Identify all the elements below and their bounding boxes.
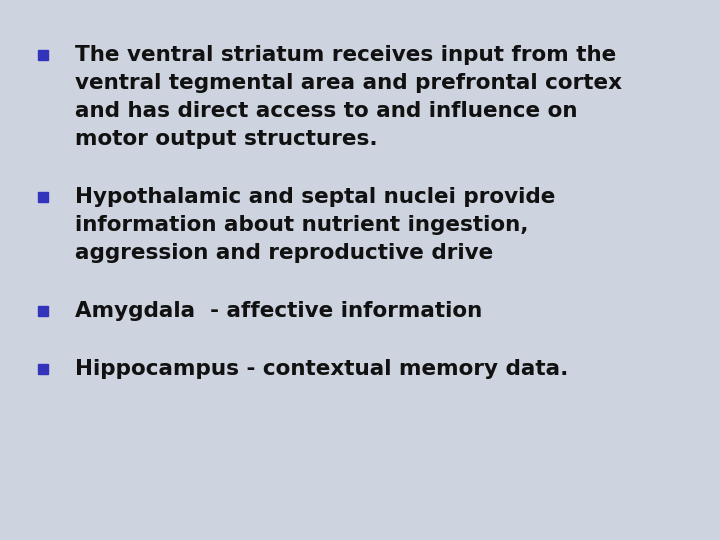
Text: Hypothalamic and septal nuclei provide: Hypothalamic and septal nuclei provide [75,187,555,207]
Bar [38,306,48,316]
Text: information about nutrient ingestion,: information about nutrient ingestion, [75,215,528,235]
Text: Hippocampus - contextual memory data.: Hippocampus - contextual memory data. [75,359,568,379]
Text: Amygdala  - affective information: Amygdala - affective information [75,301,482,321]
Text: The ventral striatum receives input from the: The ventral striatum receives input from… [75,45,616,65]
Bar [38,192,48,202]
Text: ventral tegmental area and prefrontal cortex: ventral tegmental area and prefrontal co… [75,73,622,93]
Bar [38,50,48,60]
Text: motor output structures.: motor output structures. [75,129,377,149]
Bar [38,364,48,374]
Text: and has direct access to and influence on: and has direct access to and influence o… [75,101,577,121]
Text: aggression and reproductive drive: aggression and reproductive drive [75,243,493,263]
